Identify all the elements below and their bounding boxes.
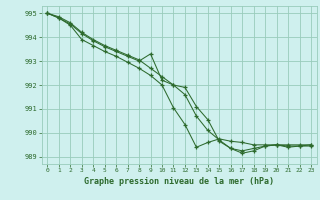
X-axis label: Graphe pression niveau de la mer (hPa): Graphe pression niveau de la mer (hPa) bbox=[84, 177, 274, 186]
